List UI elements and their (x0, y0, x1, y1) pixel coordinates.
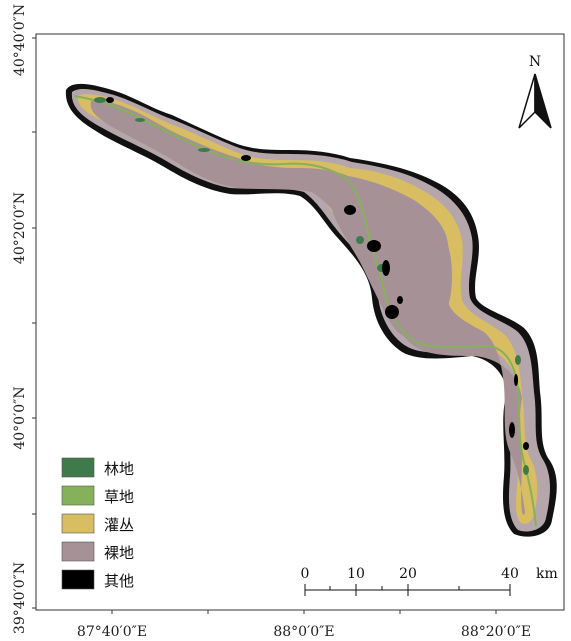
north-arrow-label: N (529, 54, 541, 70)
basin-bare (331, 189, 452, 340)
lon-label-1: 87°40′0″E (77, 624, 147, 640)
lon-label-3: 88°20′0″E (461, 624, 531, 640)
legend-label-bare: 裸地 (104, 544, 134, 562)
corridor-shrub (77, 94, 538, 524)
lat-label-2: 40°20′0″N (12, 192, 28, 264)
lat-label-1: 40°40′0″N (12, 4, 28, 76)
scale-tick-0: 0 (301, 566, 310, 582)
legend-swatch-other (61, 569, 95, 590)
scale-tick-40: 40 (501, 566, 519, 582)
legend-swatch-bare (61, 541, 95, 562)
land-cover-corridor (65, 83, 557, 537)
scale-unit: km (536, 566, 558, 582)
legend-swatch-grass (61, 485, 95, 506)
legend: 林地 草地 灌丛 裸地 其他 (61, 457, 134, 590)
corridor-bare (90, 100, 525, 515)
legend-label-grass: 草地 (104, 488, 134, 506)
legend-label-shrub: 灌丛 (104, 516, 134, 534)
lon-ticks (111, 610, 497, 614)
legend-swatch-shrub (61, 513, 95, 534)
lat-label-3: 40°0′0″N (12, 386, 28, 449)
legend-label-other: 其他 (104, 572, 134, 590)
north-arrow: N (518, 54, 552, 129)
legend-label-forest: 林地 (104, 460, 134, 478)
other-patches (106, 97, 529, 450)
lat-ticks (32, 37, 36, 609)
forest-patches (94, 97, 529, 475)
lon-label-2: 88°0′0″E (273, 624, 334, 640)
scale-tick-10: 10 (347, 566, 365, 582)
scale-bar: 0 10 20 40 km (301, 566, 558, 596)
legend-swatch-forest (61, 457, 95, 478)
lat-label-4: 39°40′0″N (12, 562, 28, 634)
scale-tick-20: 20 (399, 566, 417, 582)
river-grass-line (73, 95, 537, 527)
